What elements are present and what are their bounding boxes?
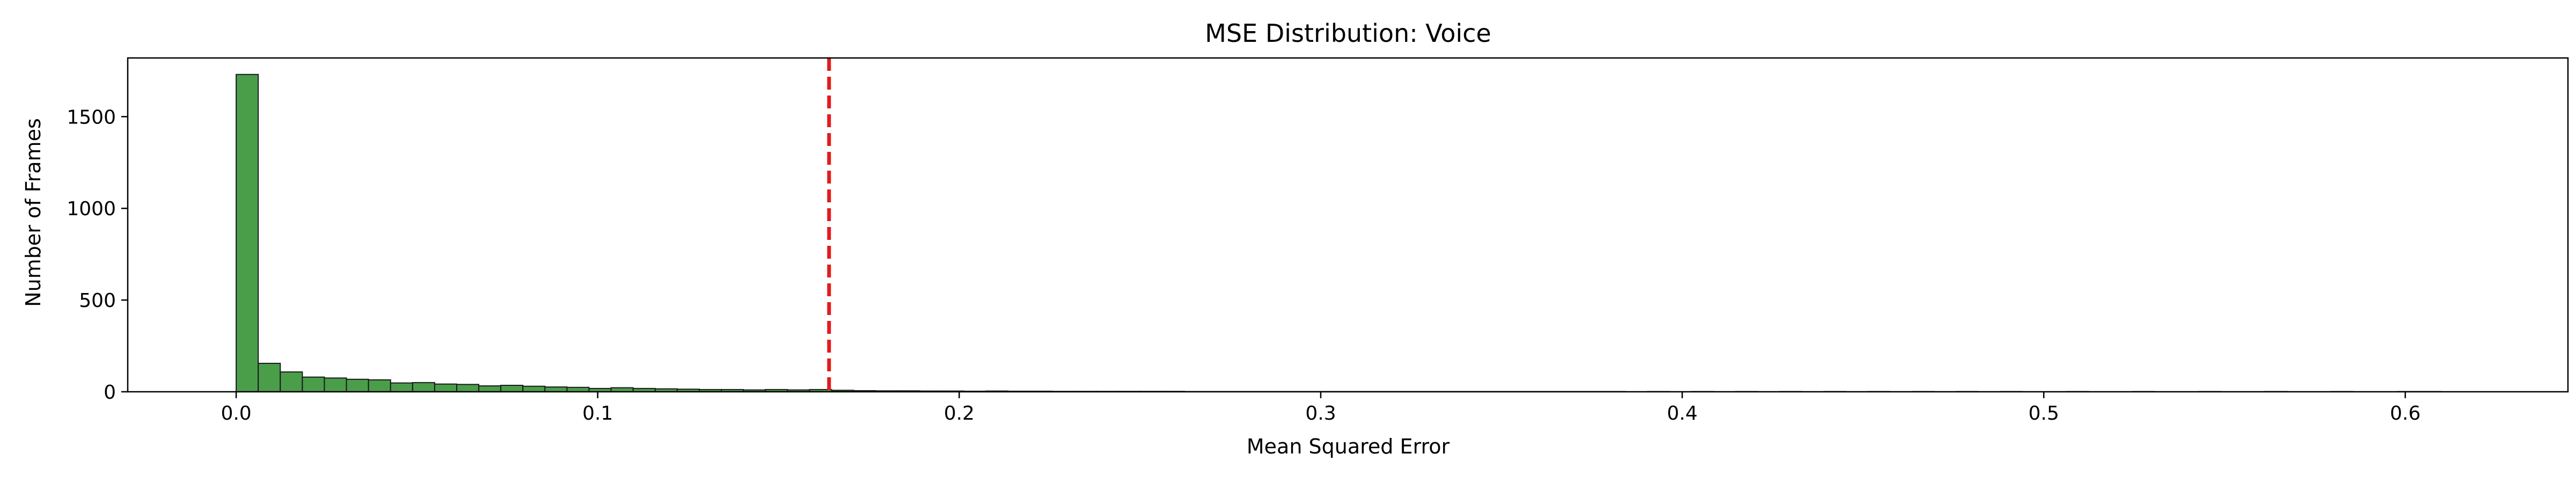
y-tick-label: 0 bbox=[104, 382, 116, 404]
x-axis-label: Mean Squared Error bbox=[1247, 435, 1450, 458]
histogram-bar bbox=[456, 384, 480, 392]
x-tick-label: 0.6 bbox=[2390, 402, 2420, 425]
histogram-bar bbox=[390, 382, 413, 392]
histogram-bar bbox=[500, 385, 524, 392]
x-tick-label: 0.5 bbox=[2029, 402, 2059, 425]
histogram-bars bbox=[236, 74, 2442, 393]
histogram-bar bbox=[302, 376, 325, 393]
y-tick-label: 1000 bbox=[67, 198, 116, 220]
histogram-bar bbox=[412, 382, 435, 393]
chart-title: MSE Distribution: Voice bbox=[1205, 19, 1491, 48]
x-tick-label: 0.3 bbox=[1305, 402, 1336, 425]
x-tick-label: 0.2 bbox=[944, 402, 975, 425]
x-tick-label: 0.1 bbox=[582, 402, 613, 425]
histogram-bar bbox=[258, 363, 281, 392]
histogram-bar bbox=[434, 383, 458, 393]
histogram-bar bbox=[324, 377, 347, 392]
histogram-bar bbox=[368, 379, 391, 392]
y-axis-ticks: 0 500 1000 1500 bbox=[67, 106, 128, 404]
x-tick-label: 0.0 bbox=[221, 402, 251, 425]
plot-frame bbox=[127, 57, 2569, 393]
histogram-bar bbox=[522, 385, 546, 393]
y-axis-label: Number of Frames bbox=[21, 118, 45, 307]
histogram-bar bbox=[346, 378, 369, 392]
histogram-bar bbox=[544, 386, 568, 392]
x-tick-label: 0.4 bbox=[1667, 402, 1697, 425]
x-axis-ticks: 0.0 0.1 0.2 0.3 0.4 0.5 0.6 bbox=[221, 392, 2420, 425]
y-tick-label: 500 bbox=[79, 290, 116, 312]
histogram-bar bbox=[280, 371, 303, 392]
y-tick-label: 1500 bbox=[67, 106, 116, 128]
histogram-bar bbox=[478, 385, 502, 392]
histogram-bar bbox=[236, 74, 259, 392]
